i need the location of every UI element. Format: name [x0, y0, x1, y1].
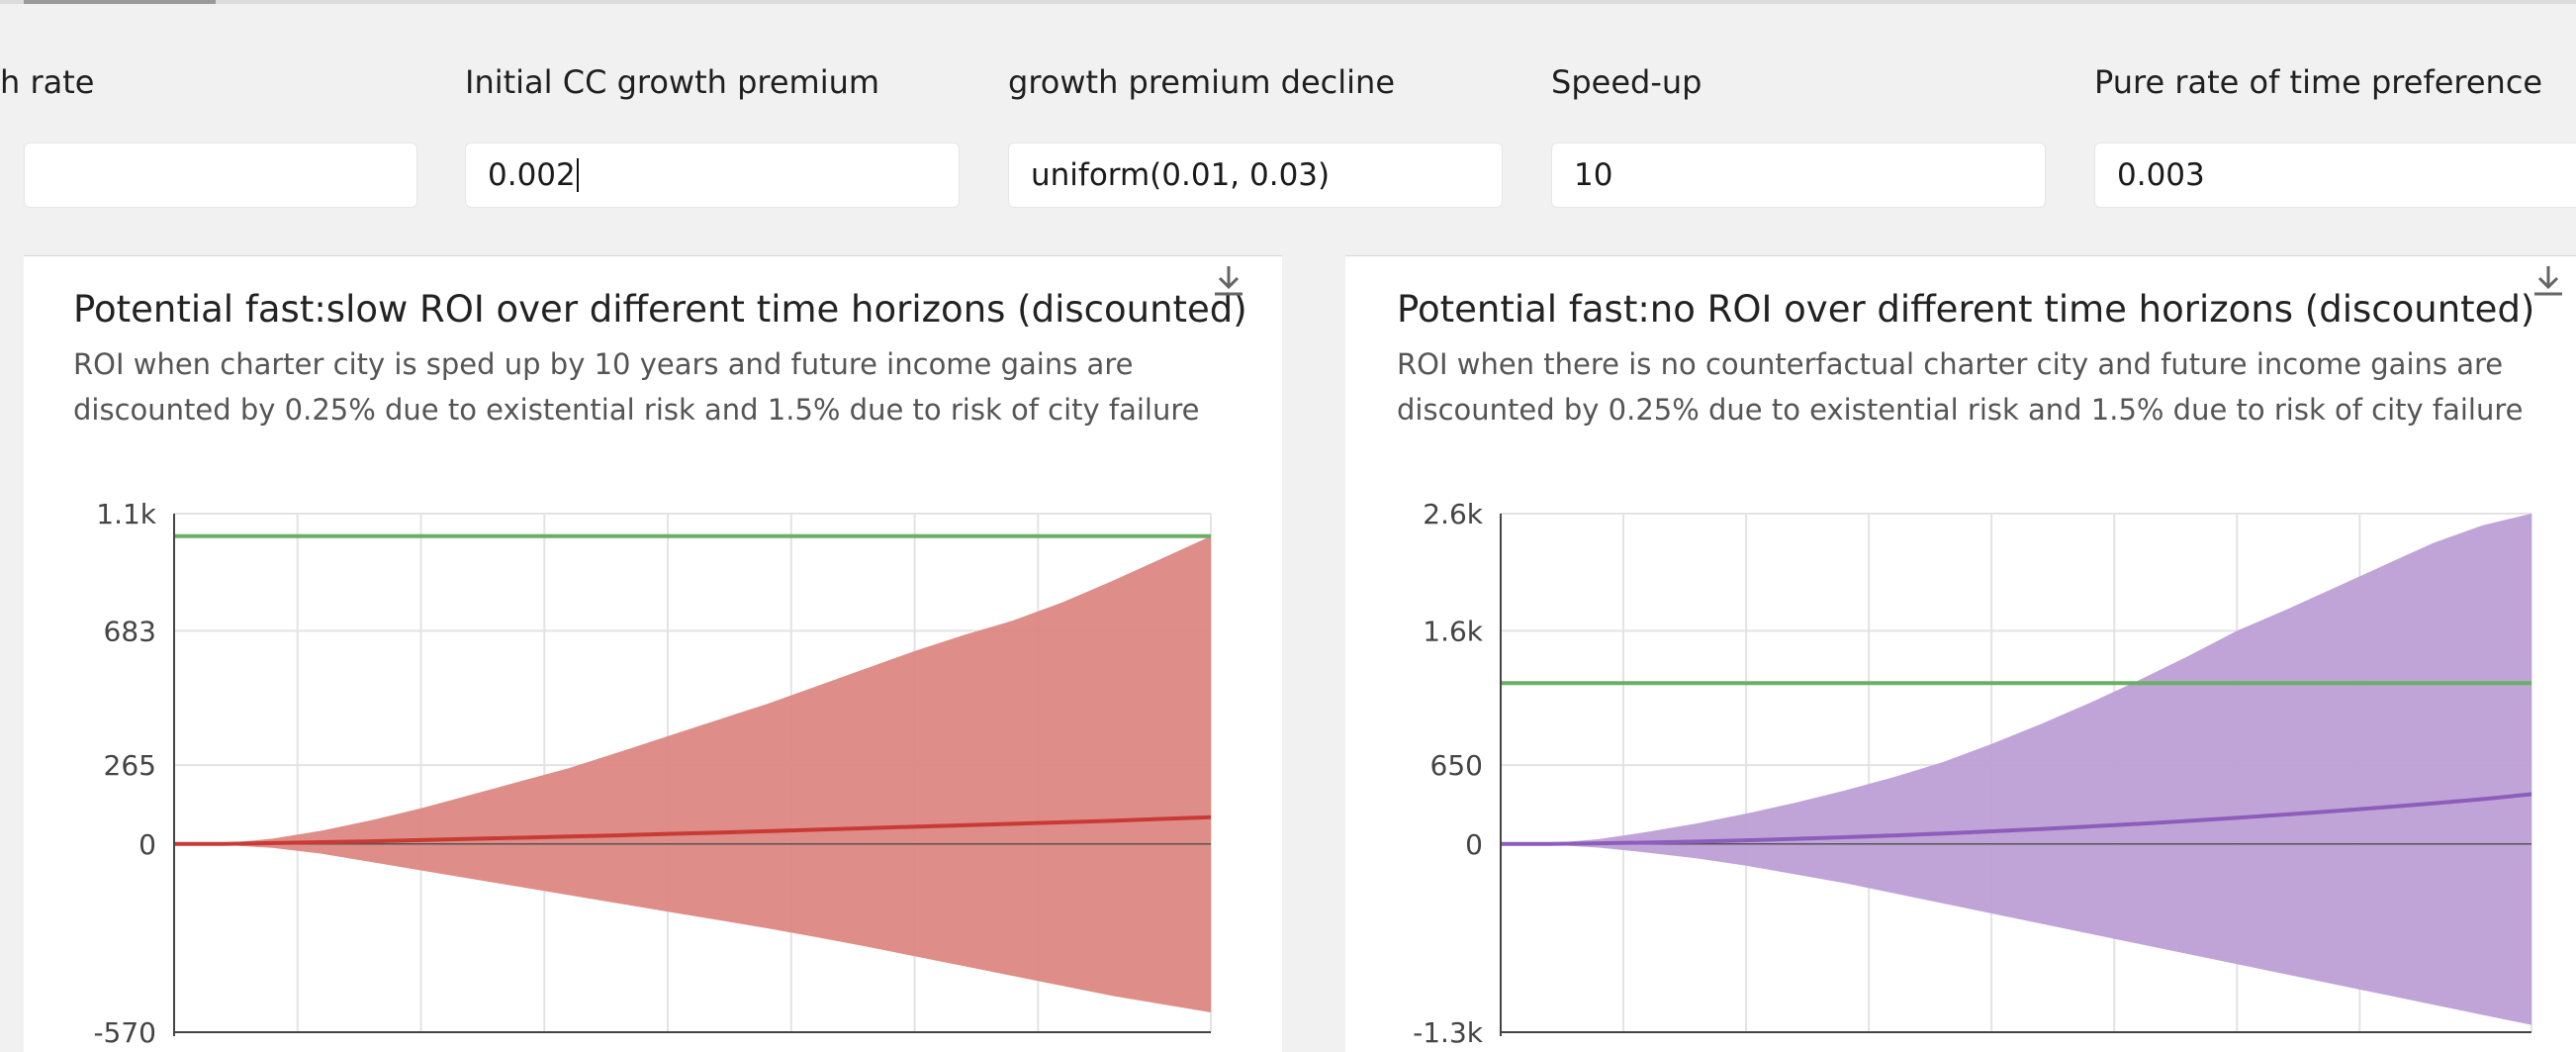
growth-premium-decline-value: uniform(0.01, 0.03)	[1031, 157, 1331, 193]
median-line	[1501, 792, 2532, 846]
speed-up-value: 10	[1574, 157, 1613, 193]
y-tick-label: -570	[93, 1016, 156, 1049]
uncertainty-band	[174, 535, 1211, 1012]
y-tick-label: 2.6k	[1423, 498, 1484, 530]
chart-title: Potential fast:no ROI over different tim…	[1397, 288, 2535, 331]
param-label-rate: h rate	[0, 63, 95, 101]
chart-subtitle-line: discounted by 0.25% due to existential r…	[1397, 393, 2524, 427]
active-tab-indicator[interactable]	[24, 0, 216, 4]
download-icon[interactable]	[2529, 262, 2568, 302]
roi-chart-fast-no: 2.6k 1.6k 650 0 -1.3k	[1413, 498, 2532, 1049]
roi-chart-fast-slow: 1.1k 683 265 0 -570	[93, 498, 1212, 1049]
text-caret	[576, 158, 579, 192]
median-line	[174, 814, 1212, 846]
y-tick-label: -1.3k	[1413, 1016, 1484, 1049]
chart-title: Potential fast:slow ROI over different t…	[73, 288, 1247, 331]
speed-up-input[interactable]: 10	[1551, 143, 2046, 208]
top-tab-bar	[0, 0, 2576, 4]
pure-rate-of-time-preference-input[interactable]: 0.003	[2094, 143, 2576, 208]
initial-cc-growth-premium-value: 0.002	[488, 157, 576, 193]
chart-card-fast-slow: Potential fast:slow ROI over different t…	[24, 255, 1282, 1052]
pure-rate-of-time-preference-value: 0.003	[2117, 157, 2205, 193]
rate-input[interactable]	[24, 143, 417, 208]
chart-subtitle-line: discounted by 0.25% due to existential r…	[73, 393, 1200, 427]
chart-subtitle: ROI when charter city is sped up by 10 y…	[73, 341, 1199, 432]
chart-subtitle: ROI when there is no counterfactual char…	[1397, 341, 2523, 432]
growth-premium-decline-input[interactable]: uniform(0.01, 0.03)	[1008, 143, 1503, 208]
initial-cc-growth-premium-input[interactable]: 0.002	[465, 143, 960, 208]
chart-subtitle-line: ROI when charter city is sped up by 10 y…	[73, 347, 1134, 381]
chart-subtitle-line: ROI when there is no counterfactual char…	[1397, 347, 2504, 381]
param-label-initial-cc-growth-premium: Initial CC growth premium	[465, 63, 880, 101]
y-tick-label: 650	[1430, 749, 1483, 782]
y-tick-label: 265	[104, 749, 156, 782]
y-tick-label: 683	[104, 615, 156, 647]
y-tick-label: 0	[138, 828, 156, 861]
chart-card-fast-no: Potential fast:no ROI over different tim…	[1345, 255, 2576, 1052]
download-icon[interactable]	[1209, 262, 1248, 302]
param-label-pure-rate-of-time-preference: Pure rate of time preference	[2094, 63, 2543, 101]
param-label-growth-premium-decline: growth premium decline	[1008, 63, 1395, 101]
y-tick-label: 1.1k	[96, 498, 157, 530]
param-label-speed-up: Speed-up	[1551, 63, 1702, 101]
y-tick-label: 1.6k	[1423, 615, 1484, 647]
uncertainty-band	[1501, 514, 2531, 1025]
y-tick-label: 0	[1465, 828, 1483, 861]
